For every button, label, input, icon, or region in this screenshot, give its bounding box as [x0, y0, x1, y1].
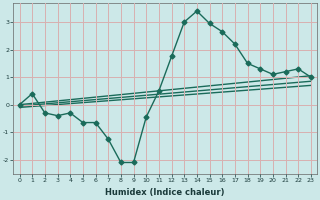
X-axis label: Humidex (Indice chaleur): Humidex (Indice chaleur) [106, 188, 225, 197]
